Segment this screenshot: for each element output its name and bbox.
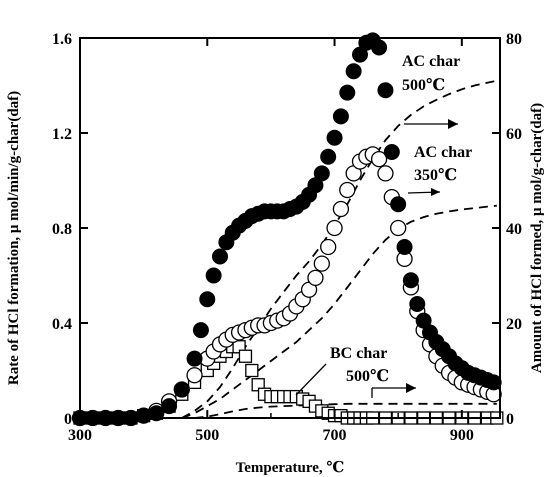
annotations: AC char 500℃ AC char 350℃ BC char 500℃ xyxy=(295,53,472,398)
data-point-open-circle xyxy=(307,269,324,287)
data-point-filled-circle xyxy=(371,39,388,56)
data-point-open-circle xyxy=(326,219,343,237)
y-right-tick-label: 80 xyxy=(506,31,522,48)
annotation-ac500-line2: 500℃ xyxy=(402,77,445,94)
data-point-filled-circle xyxy=(199,291,216,308)
data-point-filled-circle xyxy=(173,381,190,398)
y-left-tick-label: 1.2 xyxy=(52,126,72,143)
data-point-open-circle xyxy=(332,200,350,218)
annotation-bc500-line1: BC char xyxy=(330,345,387,362)
annotation-ac350-line1: AC char xyxy=(414,144,472,161)
annotation-ac500-line1: AC char xyxy=(402,53,460,70)
axes: 300 500 700 900 0 0.4 0.8 1.2 1.6 0 20 40 60 80 Temper… xyxy=(6,31,545,476)
data-point-square xyxy=(245,363,259,378)
data-point-filled-circle xyxy=(383,144,400,160)
data-point-open-circle xyxy=(370,150,388,168)
cumulative-line-5 xyxy=(194,402,497,419)
arrowhead-ac350 xyxy=(431,188,440,196)
data-point-open-circle xyxy=(320,238,337,256)
arrowhead-ac500 xyxy=(448,119,458,129)
y-right-tick-label: 60 xyxy=(506,126,522,143)
data-point-filled-circle xyxy=(192,322,209,339)
data-point-filled-circle xyxy=(390,196,407,213)
data-point-filled-circle xyxy=(186,350,203,367)
data-point-open-circle xyxy=(339,181,356,199)
data-point-filled-circle xyxy=(320,148,337,165)
data-point-filled-circle xyxy=(313,165,330,182)
data-point-filled-circle xyxy=(161,398,178,415)
annotation-bc500-line2: 500℃ xyxy=(346,368,389,385)
y-right-tick-label: 20 xyxy=(506,316,522,333)
data-point-filled-circle xyxy=(332,108,349,125)
x-tick-label: 300 xyxy=(68,427,92,444)
y-right-axis-title: Amount of HCl formed, μ mol/g-char(daf) xyxy=(529,103,545,373)
ac-char-500-rate-series xyxy=(72,32,502,426)
cumulative-line-4 xyxy=(181,204,497,419)
arrowhead-bc500 xyxy=(406,383,416,393)
data-point-filled-circle xyxy=(339,84,356,101)
y-left-axis-title: Rate of HCl formation, μ mol/min/g-char(… xyxy=(6,91,22,385)
ac-char-350-rate-series xyxy=(71,146,502,427)
data-point-open-circle xyxy=(377,165,394,182)
y-left-tick-label: 0 xyxy=(64,411,72,428)
data-point-open-circle xyxy=(390,219,407,237)
x-tick-label: 700 xyxy=(323,427,347,444)
data-point-open-circle xyxy=(313,255,330,272)
data-point-filled-circle xyxy=(409,296,426,312)
x-tick-label: 900 xyxy=(450,427,474,444)
y-left-tick-label: 0.8 xyxy=(52,221,72,238)
data-point-filled-circle xyxy=(485,374,502,391)
y-left-tick-label: 1.6 xyxy=(52,31,72,48)
x-axis-title: Temperature, ℃ xyxy=(236,460,345,476)
data-point-square xyxy=(238,349,253,363)
data-point-filled-circle xyxy=(326,129,343,146)
data-point-filled-circle xyxy=(402,272,419,289)
y-right-tick-label: 40 xyxy=(506,221,522,238)
annotation-ac350-line2: 350℃ xyxy=(414,167,457,184)
y-right-tick-label: 0 xyxy=(506,411,514,428)
data-point-open-circle xyxy=(186,367,203,384)
data-point-filled-circle xyxy=(396,239,413,255)
pointer-bc500 xyxy=(295,363,327,396)
data-point-filled-circle xyxy=(205,267,222,284)
y-left-tick-label: 0.4 xyxy=(52,316,72,333)
x-tick-label: 500 xyxy=(195,427,219,444)
data-point-filled-circle xyxy=(345,63,362,80)
data-point-filled-circle xyxy=(212,248,228,265)
data-point-filled-circle xyxy=(377,82,394,99)
